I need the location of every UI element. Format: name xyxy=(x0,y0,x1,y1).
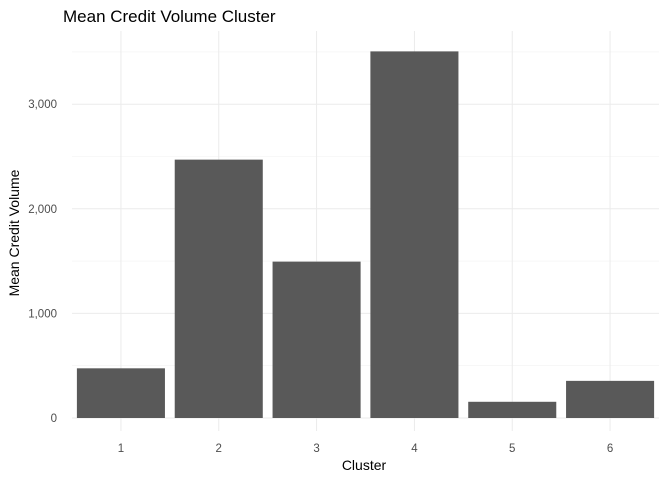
bar-cluster-2 xyxy=(174,159,263,418)
x-tick-label: 1 xyxy=(118,443,124,455)
bar-cluster-4 xyxy=(370,51,459,418)
y-tick-label: 0 xyxy=(51,413,57,425)
bars xyxy=(76,51,655,418)
x-tick-label: 4 xyxy=(411,443,418,455)
chart-title: Mean Credit Volume Cluster xyxy=(63,7,276,26)
x-axis-ticks: 1 2 3 4 5 6 xyxy=(118,443,614,455)
bar-cluster-3 xyxy=(272,261,361,418)
y-tick-label: 2,000 xyxy=(28,204,57,216)
x-tick-label: 5 xyxy=(509,443,515,455)
bar-cluster-6 xyxy=(566,380,655,418)
x-axis-title: Cluster xyxy=(342,457,387,473)
y-axis-title: Mean Credit Volume xyxy=(6,169,22,296)
x-tick-label: 2 xyxy=(216,443,222,455)
y-tick-label: 3,000 xyxy=(28,99,57,111)
bar-cluster-1 xyxy=(76,368,165,418)
bar-cluster-5 xyxy=(468,401,557,418)
x-tick-label: 6 xyxy=(607,443,613,455)
y-tick-label: 1,000 xyxy=(28,308,57,320)
x-tick-label: 3 xyxy=(313,443,319,455)
y-axis-ticks: 0 1,000 2,000 3,000 xyxy=(28,99,57,425)
